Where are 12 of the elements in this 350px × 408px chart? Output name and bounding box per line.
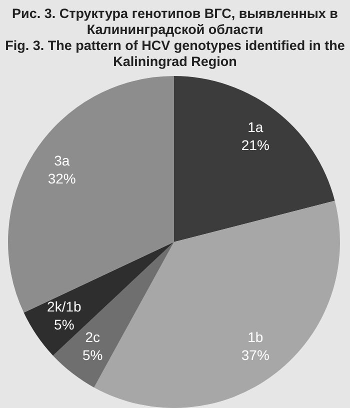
slice-label: 3a — [54, 152, 70, 169]
data-label: 21% — [241, 136, 270, 153]
data-label: 5% — [54, 316, 74, 333]
data-label: 32% — [48, 170, 76, 187]
slice-label: 1b — [248, 328, 264, 345]
data-label: 5% — [82, 346, 103, 363]
chart-subtitle: Fig. 3. The pattern of HCV genotypes identified in the Kaliningrad Region — [4, 38, 346, 70]
slice-label: 1a — [248, 118, 264, 135]
slice-label: 2k/1b — [47, 298, 82, 315]
data-label: 37% — [241, 346, 270, 363]
chart-title: Рис. 3. Структура генотипов ВГС, выявленных в Калининградской области — [11, 6, 339, 38]
slice-label: 2c — [85, 328, 100, 345]
